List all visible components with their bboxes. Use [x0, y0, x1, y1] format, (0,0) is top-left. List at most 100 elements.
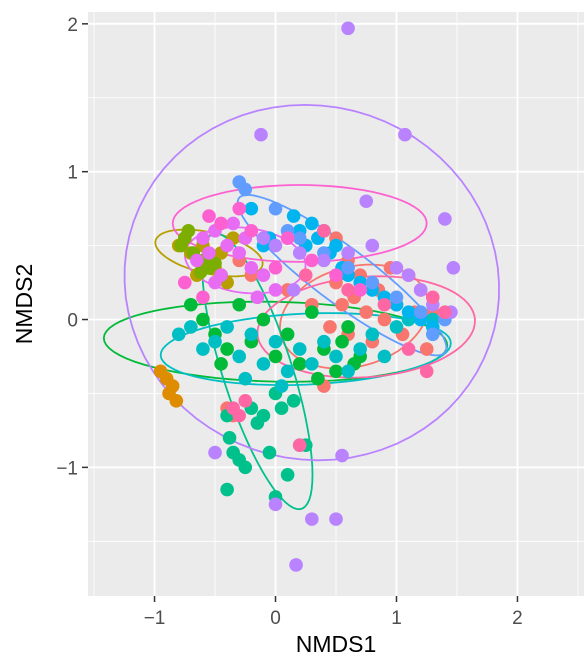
- x-tick-label: −1: [144, 608, 166, 629]
- y-tick-label: 2: [67, 15, 78, 36]
- data-point-group-7: [244, 327, 259, 342]
- data-point-group-7: [377, 349, 392, 364]
- data-point-group-13: [292, 438, 307, 452]
- data-point-group-10: [341, 21, 355, 36]
- data-point-group-10: [268, 497, 283, 512]
- data-point-group-7: [353, 342, 367, 356]
- data-point-group-9: [389, 290, 404, 305]
- group-ellipse-12: [171, 184, 428, 263]
- data-point-group-11: [226, 216, 240, 231]
- data-point-group-10: [329, 512, 343, 526]
- data-point-group-12: [196, 290, 210, 305]
- data-point-group-5: [305, 305, 319, 319]
- data-point-group-1: [419, 342, 434, 356]
- data-point-group-12: [202, 209, 216, 223]
- data-point-group-11: [256, 268, 271, 282]
- data-point-group-5: [196, 312, 210, 327]
- data-point-group-13: [401, 342, 416, 356]
- data-point-group-11: [232, 246, 247, 260]
- axis-ticks: [82, 23, 519, 602]
- data-point-group-1: [377, 312, 392, 327]
- data-point-group-11: [190, 253, 204, 268]
- data-point-group-9: [365, 275, 380, 290]
- data-point-group-5: [214, 357, 228, 371]
- y-tick-label: −1: [56, 458, 78, 479]
- x-tick-label: 2: [512, 608, 523, 629]
- data-point-group-7: [365, 327, 380, 342]
- data-point-group-10: [292, 246, 307, 260]
- data-point-group-7: [274, 379, 289, 393]
- data-point-group-10: [398, 127, 412, 142]
- data-point-group-10: [413, 283, 428, 297]
- data-point-group-7: [305, 357, 319, 371]
- y-tick-label: 0: [67, 311, 78, 332]
- data-point-group-11: [244, 260, 259, 275]
- data-point-group-6: [238, 460, 253, 475]
- data-point-group-12: [305, 253, 319, 268]
- data-point-group-10: [335, 448, 349, 463]
- data-point-group-10: [256, 231, 271, 246]
- data-point-group-7: [317, 334, 331, 349]
- data-point-group-7: [389, 320, 404, 334]
- data-point-group-10: [438, 212, 452, 226]
- data-point-group-8: [286, 209, 301, 223]
- data-point-group-8: [305, 216, 319, 231]
- data-point-group-12: [177, 275, 192, 290]
- data-point-group-7: [232, 349, 247, 364]
- data-point-group-7: [329, 349, 343, 364]
- data-point-group-2: [169, 394, 184, 408]
- data-point-group-1: [359, 305, 374, 319]
- data-point-group-9: [238, 182, 253, 197]
- data-point-group-11: [250, 290, 265, 305]
- data-point-group-11: [196, 231, 210, 246]
- data-point-group-9: [268, 201, 283, 216]
- data-point-group-12: [353, 283, 367, 297]
- data-point-group-7: [280, 364, 295, 379]
- data-point-group-6: [222, 431, 237, 445]
- data-point-group-12: [329, 268, 343, 282]
- data-point-group-8: [401, 305, 416, 319]
- data-point-group-8: [329, 238, 343, 253]
- data-point-group-8: [244, 201, 259, 216]
- data-point-group-10: [208, 445, 222, 460]
- data-point-group-13: [419, 364, 434, 379]
- y-axis-title: NMDS2: [11, 264, 37, 345]
- data-point-group-9: [425, 327, 440, 342]
- data-point-group-4: [174, 238, 188, 253]
- data-point-group-5: [184, 297, 198, 312]
- data-point-group-5: [268, 349, 283, 364]
- data-point-group-13: [341, 283, 355, 297]
- data-point-group-12: [232, 201, 247, 216]
- data-point-group-12: [214, 216, 228, 231]
- data-point-group-1: [335, 297, 349, 312]
- data-point-group-13: [317, 224, 331, 238]
- data-point-group-5: [232, 297, 247, 312]
- data-point-group-6: [220, 482, 234, 497]
- data-point-group-9: [292, 231, 307, 246]
- data-point-group-5: [341, 320, 355, 334]
- data-point-group-10: [305, 512, 319, 526]
- data-point-group-10: [254, 127, 268, 142]
- data-point-group-5: [292, 357, 307, 371]
- data-point-group-13: [377, 297, 392, 312]
- data-point-group-7: [196, 342, 210, 356]
- x-axis-title: NMDS1: [296, 631, 377, 657]
- data-point-group-11: [202, 246, 216, 260]
- data-point-group-5: [280, 327, 295, 342]
- data-point-group-5: [311, 371, 325, 386]
- data-point-group-1: [323, 320, 337, 334]
- data-point-group-10: [389, 260, 404, 275]
- data-point-group-7: [171, 327, 186, 342]
- data-point-group-6: [274, 401, 289, 416]
- data-point-group-10: [359, 194, 374, 209]
- data-point-group-10: [401, 268, 416, 282]
- data-point-group-4: [181, 224, 196, 238]
- data-point-group-5: [329, 364, 343, 379]
- data-point-group-6: [280, 467, 295, 482]
- data-point-group-7: [292, 342, 307, 356]
- x-tick-label: 0: [270, 608, 281, 629]
- data-point-group-11: [208, 275, 222, 290]
- data-point-group-13: [238, 394, 253, 408]
- data-point-group-5: [256, 312, 271, 327]
